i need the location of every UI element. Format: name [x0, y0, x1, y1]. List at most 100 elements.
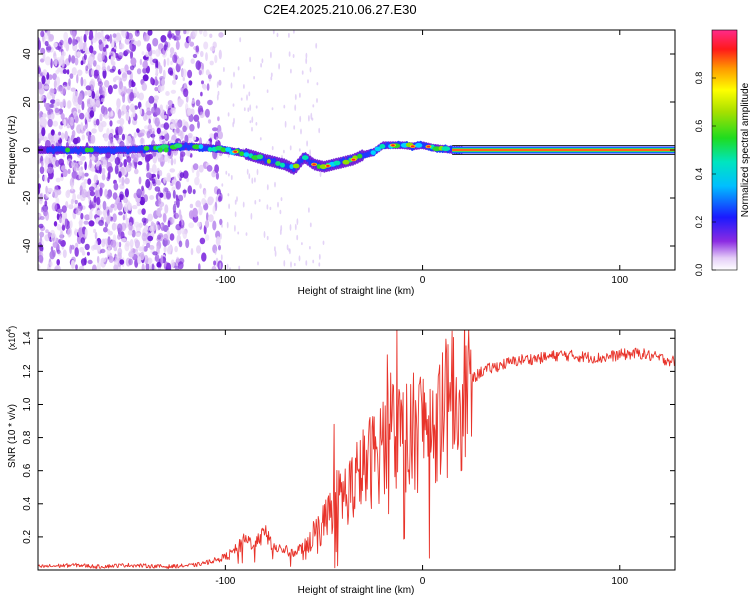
noise-speckle [116, 98, 121, 109]
noise-speckle [75, 103, 81, 110]
ridge-core-blob [109, 148, 114, 154]
noise-speckle [217, 195, 222, 202]
noise-speckle [164, 204, 169, 214]
noise-speckle [316, 98, 318, 103]
noise-speckle [42, 113, 47, 118]
noise-speckle [118, 171, 122, 178]
noise-speckle [55, 76, 61, 86]
noise-speckle [214, 249, 217, 255]
y-tick-label: 1.4 [22, 331, 33, 345]
ridge-core-blob [115, 146, 119, 153]
noise-speckle [318, 127, 321, 134]
spectrogram-y-axis: -40 -20 0 20 40 [22, 48, 675, 253]
noise-speckle [204, 108, 210, 118]
noise-speckle [44, 193, 49, 199]
noise-speckle [201, 63, 204, 70]
noise-speckle [95, 202, 102, 211]
ridge-core-blob [184, 142, 188, 149]
noise-speckle [175, 122, 180, 130]
noise-speckle [237, 66, 240, 71]
noise-speckle [56, 189, 62, 196]
noise-speckle [39, 216, 45, 220]
noise-speckle [112, 84, 118, 90]
x-tick-label: -100 [215, 576, 235, 587]
noise-speckle [70, 87, 77, 92]
noise-speckle [121, 133, 125, 141]
noise-speckle [163, 114, 167, 120]
noise-speckle [95, 118, 100, 126]
ridge-core-blob [449, 145, 453, 152]
noise-speckle [147, 30, 153, 36]
steady-carrier-band [452, 149, 675, 151]
noise-speckle [206, 83, 210, 91]
noise-speckle [128, 79, 132, 89]
noise-speckle [44, 56, 51, 66]
noise-speckle [74, 50, 78, 58]
noise-speckle [134, 86, 138, 97]
noise-speckle [59, 231, 64, 242]
ridge-hot-blob [256, 154, 264, 160]
noise-speckle [95, 190, 98, 197]
noise-speckle [118, 152, 123, 159]
noise-speckle [170, 259, 175, 268]
noise-speckle [309, 149, 311, 157]
noise-speckle [114, 157, 121, 166]
ridge-core-blob [79, 146, 83, 153]
noise-speckle [81, 188, 88, 199]
noise-speckle [138, 222, 143, 228]
noise-speckle [64, 130, 68, 141]
noise-speckle [167, 220, 171, 228]
noise-speckle [75, 264, 78, 270]
noise-speckle [56, 213, 60, 221]
noise-speckle [104, 80, 110, 88]
colorbar-frame [711, 29, 738, 271]
noise-speckle [136, 128, 140, 134]
noise-speckle [78, 265, 85, 270]
noise-speckle [99, 113, 103, 122]
noise-speckle [130, 49, 133, 60]
noise-speckle [206, 165, 213, 172]
noise-speckle [145, 51, 149, 58]
noise-speckle [55, 177, 61, 183]
spectrogram-x-label: Height of straight line (km) [298, 286, 415, 297]
noise-speckle [62, 168, 68, 178]
noise-speckle [103, 133, 109, 142]
noise-speckle [218, 49, 222, 60]
noise-speckle [307, 79, 309, 84]
noise-speckle [68, 137, 71, 145]
x-tick-label: 0 [420, 576, 426, 587]
noise-speckle [193, 114, 200, 122]
noise-speckle [149, 195, 155, 200]
noise-speckle [50, 129, 55, 136]
noise-speckle [176, 256, 180, 262]
noise-speckle [116, 201, 123, 211]
noise-speckle [119, 67, 126, 73]
noise-speckle [97, 81, 103, 87]
ridge-peak-blob [326, 164, 330, 167]
noise-speckle [308, 115, 310, 122]
noise-speckle [62, 152, 66, 158]
noise-speckle [315, 42, 318, 49]
noise-speckle [173, 158, 177, 165]
noise-speckle [243, 84, 245, 89]
ridge-hot-blob [220, 147, 227, 153]
noise-speckle [112, 192, 118, 200]
ridge-core-blob [70, 147, 75, 154]
ridge-peak-blob [312, 163, 316, 166]
noise-speckle [152, 130, 155, 141]
noise-speckle [198, 205, 203, 216]
noise-speckle [118, 211, 123, 216]
noise-speckle [137, 208, 143, 215]
colorbar-tick-label: 0.0 [694, 264, 704, 277]
noise-speckle [90, 134, 96, 144]
noise-speckle [228, 203, 231, 210]
noise-speckle [188, 108, 195, 114]
colorbar-tick-label: 0.8 [694, 72, 704, 85]
noise-speckle [198, 164, 204, 173]
noise-speckle [41, 160, 44, 167]
noise-speckle [63, 118, 67, 128]
snr-panel: -100 0 100 0.2 0.4 0.6 0.8 1.0 1.2 1.4 Height of… [6, 326, 676, 596]
noise-speckle [76, 194, 81, 200]
noise-speckle [67, 116, 71, 125]
noise-speckle [266, 89, 269, 93]
